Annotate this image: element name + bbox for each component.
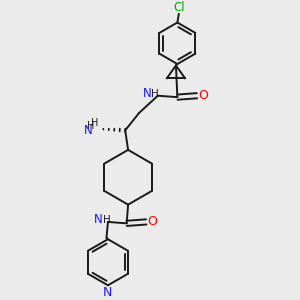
Text: N: N [94, 213, 103, 226]
Text: O: O [148, 215, 158, 228]
Text: N: N [142, 88, 151, 100]
Text: H: H [103, 214, 110, 225]
Text: Cl: Cl [173, 1, 184, 14]
Text: H: H [151, 89, 159, 99]
Text: N: N [83, 124, 92, 137]
Text: N: N [103, 286, 112, 299]
Text: H: H [91, 118, 98, 128]
Text: O: O [198, 89, 208, 102]
Text: H: H [87, 121, 94, 131]
